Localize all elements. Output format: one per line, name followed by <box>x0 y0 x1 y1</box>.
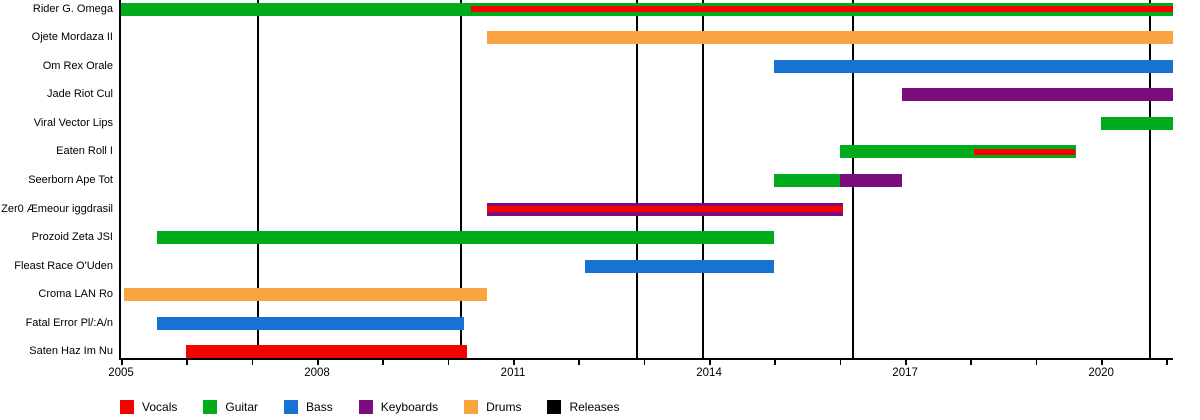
axis-tick <box>186 360 188 365</box>
legend-label-guitar: Guitar <box>225 400 259 414</box>
axis-tick <box>121 360 123 365</box>
axis-tick <box>709 360 711 365</box>
legend: Vocals Guitar Bass Keyboards Drums Relea… <box>120 399 619 415</box>
timeline-bar-keyboards <box>839 173 902 187</box>
axis-year-label: 2008 <box>304 367 330 379</box>
legend-item-drums: Drums <box>464 400 521 414</box>
legend-swatch-vocals <box>120 400 134 414</box>
axis-tick <box>317 360 319 365</box>
legend-swatch-releases <box>547 400 562 414</box>
x-axis: 2005 2008 2011 2014 2017 2020 <box>108 360 1173 390</box>
legend-swatch-drums <box>464 400 479 414</box>
legend-label-vocals: Vocals <box>142 400 178 414</box>
member-label: Rider G. Omega <box>32 2 113 15</box>
axis-tick <box>513 360 515 365</box>
timeline-bar-bass <box>774 59 1173 73</box>
timeline-bar-vocals <box>186 345 468 359</box>
axis-year-label: 2014 <box>696 367 722 379</box>
release-line <box>459 0 462 358</box>
member-label: Fleast Race O'Uden <box>14 259 113 272</box>
axis-tick <box>905 360 907 365</box>
axis-year-label: 2011 <box>500 367 526 379</box>
legend-swatch-bass <box>284 400 299 414</box>
legend-swatch-keyboards <box>358 400 373 414</box>
legend-label-keyboards: Keyboards <box>380 400 439 414</box>
timeline-bar-bass <box>584 259 775 273</box>
legend-item-guitar: Guitar <box>203 400 258 414</box>
axis-year-label: 2005 <box>108 367 134 379</box>
release-line <box>701 0 704 358</box>
release-line <box>1149 0 1152 358</box>
axis-tick <box>382 360 384 365</box>
legend-item-bass: Bass <box>284 400 333 414</box>
timeline-overlay-vocals <box>470 6 1173 12</box>
legend-label-bass: Bass <box>306 400 333 414</box>
legend-label-drums: Drums <box>486 400 522 414</box>
member-label: Croma LAN Ro <box>38 288 113 301</box>
timeline-overlay-vocals <box>486 206 844 213</box>
member-label: Ojete Mordaza II <box>31 31 113 44</box>
axis-tick <box>447 360 450 365</box>
axis-year-label: 2017 <box>892 367 918 379</box>
member-label: Saten Haz Im Nu <box>29 345 113 358</box>
timeline-bar-bass <box>156 316 465 330</box>
member-label: Om Rex Orale <box>42 59 113 72</box>
member-label: Eaten Roll I <box>56 145 113 158</box>
legend-item-keyboards: Keyboards <box>358 400 439 414</box>
axis-tick <box>251 360 254 365</box>
axis-tick <box>774 360 776 365</box>
member-label: Viral Vector Lips <box>33 116 113 129</box>
axis-tick <box>643 360 646 365</box>
timeline-bar-drums <box>486 31 1173 45</box>
timeline-overlay-vocals <box>973 148 1075 155</box>
member-label: Fatal Error Pl/:A/n <box>25 316 113 329</box>
axis-year-label: 2020 <box>1088 367 1114 379</box>
member-label: Jade Riot Cul <box>46 88 113 101</box>
legend-label-releases: Releases <box>569 400 620 414</box>
release-line <box>257 0 260 358</box>
axis-tick <box>839 360 842 365</box>
legend-swatch-guitar <box>203 400 218 414</box>
axis-tick <box>578 360 580 365</box>
legend-item-vocals: Vocals <box>120 400 177 414</box>
member-label: Seerborn Ape Tot <box>28 173 113 186</box>
timeline-bar-guitar <box>774 173 840 187</box>
axis-tick <box>970 360 972 365</box>
axis-tick <box>1035 360 1038 365</box>
timeline-bar-drums <box>124 288 487 302</box>
legend-item-releases: Releases <box>547 400 619 414</box>
timeline-bar-guitar <box>156 231 775 245</box>
member-labels: Rider G. Omega Ojete Mordaza II Om Rex Ora… <box>0 0 113 360</box>
member-label: Prozoid Zeta JSI <box>31 231 113 244</box>
timeline-bar-guitar <box>1101 116 1173 130</box>
member-label: Zer0 Æmeour iggdrasil <box>1 202 113 215</box>
axis-tick <box>1166 360 1168 365</box>
timeline-bar-guitar <box>839 145 1077 159</box>
release-line <box>636 0 639 358</box>
axis-tick <box>1101 360 1103 365</box>
plot-area <box>119 0 1173 360</box>
timeline-bar-keyboards <box>901 88 1173 102</box>
